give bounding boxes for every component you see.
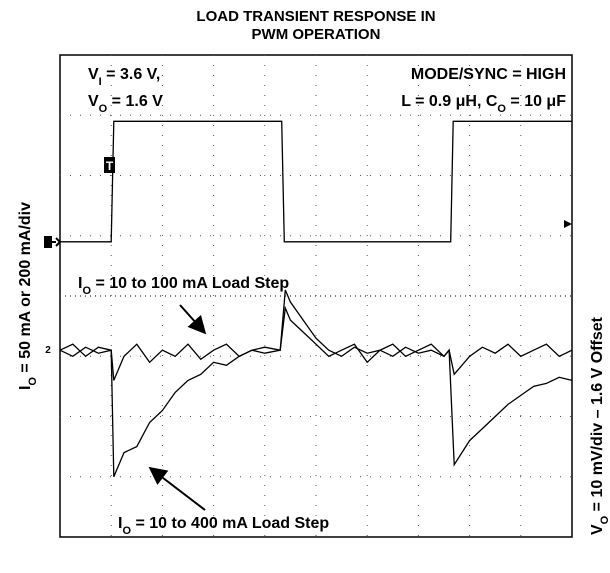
trace [59, 305, 573, 381]
label-part: V [88, 93, 99, 110]
label-part: = 10 to 100 mA Load Step [91, 275, 289, 292]
label: L = 0.9 μH, CO = 10 μF [401, 93, 566, 115]
grid [60, 55, 572, 537]
label: VO = 1.6 V [88, 93, 163, 115]
label: VI = 3.6 V, [88, 66, 160, 88]
arrow [179, 304, 207, 335]
label-part: = 1.6 V [107, 93, 163, 110]
label-part: I [118, 515, 122, 532]
label: VO = 10 mV/div – 1.6 V Offset [589, 316, 610, 535]
traces [59, 120, 573, 478]
label-part: O [599, 515, 610, 524]
channel-marker: 2 [45, 345, 51, 356]
label-part: O [27, 377, 39, 386]
label-part: V [589, 524, 606, 535]
label-part: O [82, 285, 91, 297]
label-part: I [99, 76, 102, 88]
label-part: = 10 μF [506, 93, 566, 110]
trigger-marker-box [104, 157, 115, 173]
channel-marker [44, 236, 52, 248]
label-part: = 3.6 V, [102, 66, 161, 83]
label: IO = 50 mA or 200 mA/div [17, 202, 39, 390]
label-part: O [497, 103, 506, 115]
label: IO = 10 to 400 mA Load Step [118, 515, 329, 537]
label-part: O [122, 525, 131, 537]
trace [60, 120, 572, 243]
trigger-marker: T [106, 159, 114, 173]
label-part: L = 0.9 μH, C [401, 93, 498, 110]
label-part: = 10 mV/div – 1.6 V Offset [589, 316, 606, 515]
label-part: I [78, 275, 82, 292]
label-part: V [88, 66, 99, 83]
label-part: MODE/SYNC = HIGH [411, 66, 566, 83]
label: IO = 10 to 100 mA Load Step [78, 275, 289, 297]
label-part: I [17, 386, 34, 390]
trigger-level-marker [564, 220, 572, 228]
label-part: = 50 mA or 200 mA/div [17, 202, 34, 377]
chart-title: LOAD TRANSIENT RESPONSE IN [196, 8, 435, 25]
trace [59, 289, 573, 478]
label: MODE/SYNC = HIGH [411, 66, 566, 83]
label-part: O [99, 103, 108, 115]
label-part: = 10 to 400 mA Load Step [131, 515, 329, 532]
chart-title: PWM OPERATION [252, 26, 381, 43]
arrow [148, 466, 206, 511]
